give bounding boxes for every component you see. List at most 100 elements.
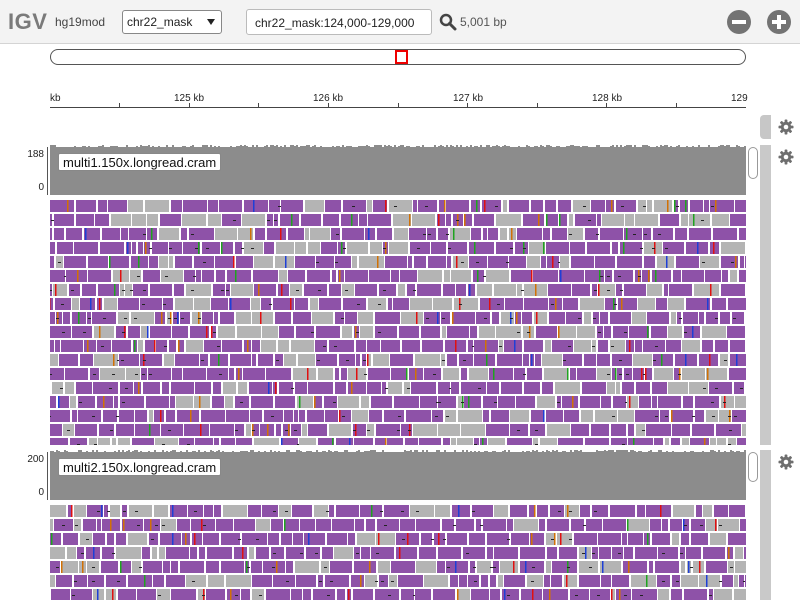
read-pileup bbox=[50, 200, 746, 445]
deletion-mark bbox=[62, 332, 65, 333]
aligned-read bbox=[112, 438, 116, 445]
aligned-read bbox=[316, 326, 340, 338]
deletion-mark bbox=[50, 416, 51, 417]
aligned-read bbox=[571, 424, 589, 436]
aligned-read bbox=[614, 270, 633, 282]
aligned-read bbox=[213, 382, 221, 394]
aligned-read bbox=[327, 533, 347, 545]
track-scrollbar[interactable] bbox=[760, 145, 771, 445]
aligned-read bbox=[531, 200, 543, 212]
mismatch-mark bbox=[120, 561, 122, 573]
mismatch-mark bbox=[566, 575, 568, 587]
deletion-mark bbox=[569, 511, 572, 512]
aligned-read bbox=[671, 312, 676, 324]
aligned-read bbox=[101, 561, 118, 573]
deletion-mark bbox=[567, 567, 570, 568]
locus-search-input[interactable]: chr22_mask:124,000-129,000 bbox=[246, 9, 432, 35]
aligned-read bbox=[627, 396, 638, 408]
aligned-read bbox=[598, 284, 615, 296]
aligned-read bbox=[662, 519, 668, 531]
aligned-read bbox=[705, 270, 721, 282]
deletion-mark bbox=[535, 430, 538, 431]
mismatch-mark bbox=[154, 340, 156, 352]
gear-icon[interactable] bbox=[778, 149, 794, 165]
aligned-read bbox=[479, 326, 495, 338]
deletion-mark bbox=[345, 290, 348, 291]
aligned-read bbox=[524, 298, 548, 310]
aligned-read bbox=[74, 505, 86, 517]
aligned-read bbox=[244, 200, 268, 212]
aligned-read bbox=[271, 547, 284, 559]
deletion-mark bbox=[497, 304, 500, 305]
aligned-read bbox=[616, 589, 631, 600]
aligned-read bbox=[150, 284, 172, 296]
gear-icon[interactable] bbox=[778, 454, 794, 470]
deletion-mark bbox=[499, 346, 502, 347]
aligned-read bbox=[348, 382, 366, 394]
aligned-read bbox=[627, 519, 649, 531]
aligned-read bbox=[577, 326, 595, 338]
mismatch-mark bbox=[61, 561, 63, 573]
aligned-read bbox=[579, 561, 598, 573]
aligned-read bbox=[722, 575, 733, 587]
track-scrollbar-thumb[interactable] bbox=[748, 147, 758, 179]
deletion-mark bbox=[83, 332, 86, 333]
aligned-read bbox=[606, 200, 614, 212]
chromosome-ideogram[interactable] bbox=[50, 49, 746, 65]
mismatch-mark bbox=[599, 270, 601, 282]
ruler-tick bbox=[537, 103, 538, 108]
aligned-read bbox=[602, 214, 624, 226]
aligned-read bbox=[672, 533, 679, 545]
aligned-read bbox=[482, 200, 501, 212]
coverage-scale-axis bbox=[47, 147, 48, 195]
chromosome-select[interactable]: chr22_mask bbox=[122, 10, 222, 34]
mismatch-mark bbox=[99, 326, 101, 338]
aligned-read bbox=[668, 298, 684, 310]
deletion-mark bbox=[417, 248, 420, 249]
mismatch-mark bbox=[367, 354, 369, 366]
gear-icon[interactable] bbox=[778, 119, 794, 135]
zoom-out-icon[interactable] bbox=[727, 10, 751, 34]
mismatch-mark bbox=[103, 396, 105, 408]
mismatch-mark bbox=[619, 589, 621, 600]
aligned-read bbox=[517, 228, 542, 240]
aligned-read bbox=[597, 354, 610, 366]
aligned-read bbox=[74, 242, 98, 254]
aligned-read bbox=[373, 200, 387, 212]
track-scrollbar-thumb[interactable] bbox=[748, 452, 758, 482]
aligned-read bbox=[166, 575, 185, 587]
aligned-read bbox=[531, 410, 544, 422]
deletion-mark bbox=[158, 595, 161, 596]
aligned-read bbox=[88, 256, 108, 268]
aligned-read bbox=[304, 284, 327, 296]
aligned-read bbox=[365, 228, 375, 240]
aligned-read bbox=[527, 575, 543, 587]
aligned-read bbox=[411, 382, 436, 394]
aligned-read bbox=[296, 575, 316, 587]
aligned-read bbox=[171, 382, 194, 394]
aligned-read bbox=[144, 519, 160, 531]
mismatch-mark bbox=[641, 368, 643, 380]
alignment-reads-panel[interactable] bbox=[50, 199, 746, 445]
aligned-read bbox=[635, 410, 659, 422]
aligned-read bbox=[181, 228, 187, 240]
aligned-read bbox=[463, 547, 485, 559]
aligned-read bbox=[128, 200, 143, 212]
aligned-read bbox=[140, 354, 162, 366]
deletion-mark bbox=[174, 318, 177, 319]
deletion-mark bbox=[731, 262, 734, 263]
zoom-in-icon[interactable] bbox=[767, 10, 791, 34]
search-icon[interactable] bbox=[439, 13, 457, 31]
mismatch-mark bbox=[51, 533, 53, 545]
mismatch-mark bbox=[285, 256, 287, 268]
mismatch-mark bbox=[715, 200, 717, 212]
aligned-read bbox=[501, 382, 522, 394]
ruler-scrollbar[interactable] bbox=[760, 115, 771, 139]
alignment-reads-panel[interactable] bbox=[50, 504, 746, 600]
deletion-mark bbox=[316, 262, 319, 263]
deletion-mark bbox=[676, 581, 679, 582]
deletion-mark bbox=[101, 346, 104, 347]
track-scrollbar[interactable] bbox=[760, 450, 771, 600]
aligned-read bbox=[520, 547, 545, 559]
mismatch-mark bbox=[486, 354, 488, 366]
